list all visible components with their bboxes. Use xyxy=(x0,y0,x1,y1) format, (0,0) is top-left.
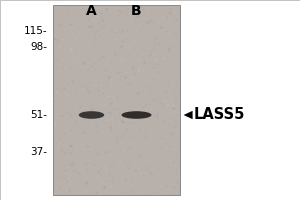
Text: LASS5: LASS5 xyxy=(194,107,245,122)
Ellipse shape xyxy=(79,111,104,119)
Text: B: B xyxy=(131,4,142,18)
Polygon shape xyxy=(184,111,193,119)
Text: 51-: 51- xyxy=(30,110,47,120)
Text: 98-: 98- xyxy=(30,42,47,52)
Bar xyxy=(52,5,180,195)
Text: 115-: 115- xyxy=(24,26,47,36)
Ellipse shape xyxy=(122,111,152,119)
Text: A: A xyxy=(86,4,97,18)
Text: 37-: 37- xyxy=(30,147,47,157)
